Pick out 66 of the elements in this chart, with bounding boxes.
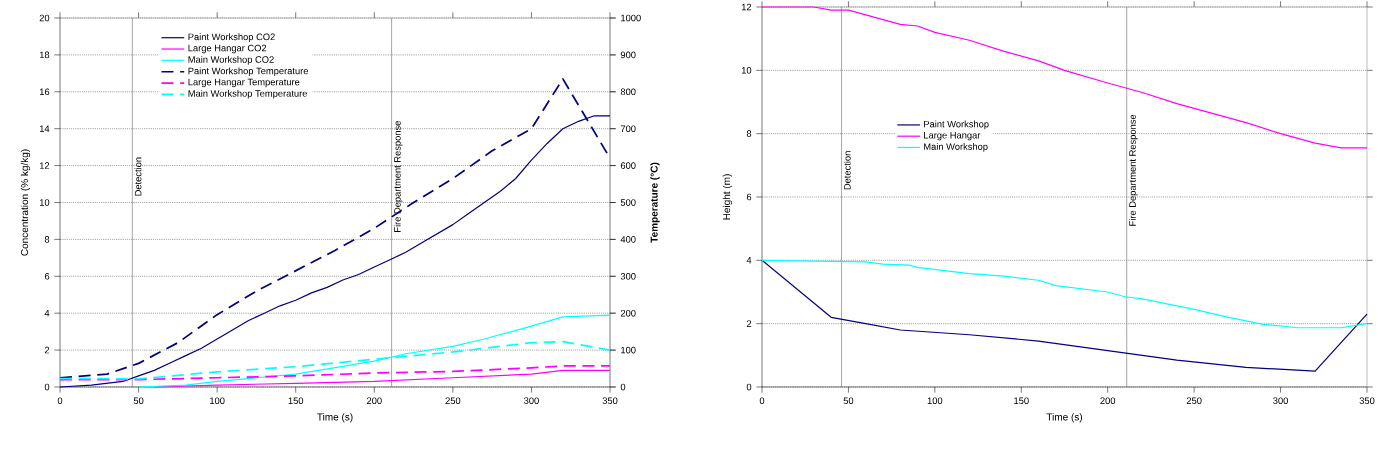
ref-line-label: Detection — [134, 157, 142, 196]
y-tick-label: 12 — [741, 3, 752, 11]
x-tick-label: 200 — [366, 397, 382, 404]
y2-tick-label: 600 — [620, 162, 636, 169]
y-tick-label: 10 — [39, 199, 50, 206]
x-tick-label: 50 — [133, 397, 144, 404]
y2-tick-label: 1000 — [621, 14, 641, 22]
y-tick-label: 12 — [39, 162, 50, 169]
y-tick-label: 8 — [746, 130, 752, 137]
y-tick-label: 4 — [746, 257, 752, 264]
x-axis-title: Time (s) — [317, 413, 353, 423]
x-tick-label: 300 — [1273, 397, 1288, 404]
y-tick-label: 10 — [741, 67, 752, 74]
y-tick-label: 20 — [39, 14, 50, 22]
y-tick-label: 4 — [44, 309, 50, 317]
legend-label: Paint Workshop Temperature — [188, 67, 309, 77]
line-series — [60, 365, 610, 381]
y-tick-label: 6 — [44, 273, 50, 280]
legend-label: Main Workshop CO2 — [188, 55, 274, 65]
legend-label: Main Workshop Temperature — [188, 89, 307, 99]
y2-axis-title: Temperature (°C) — [650, 162, 660, 243]
y2-tick-label: 500 — [620, 199, 636, 206]
legend-label: Large Hangar CO2 — [188, 44, 267, 54]
x-tick-label: 150 — [288, 397, 304, 404]
y-tick-label: 8 — [44, 236, 50, 243]
x-tick-label: 350 — [1359, 397, 1375, 404]
x-tick-label: 300 — [524, 397, 539, 404]
x-tick-label: 250 — [445, 397, 461, 404]
y2-tick-label: 700 — [620, 125, 636, 132]
x-tick-label: 0 — [57, 397, 63, 404]
y-tick-label: 2 — [746, 320, 752, 327]
y2-tick-label: 200 — [620, 309, 636, 317]
legend-label: Main Workshop — [924, 143, 988, 152]
y-tick-label: 0 — [44, 383, 50, 391]
y-tick-label: 0 — [746, 383, 752, 391]
y-tick-label: 18 — [39, 51, 50, 59]
line-series — [153, 369, 611, 388]
y-tick-label: 6 — [746, 193, 752, 201]
x-tick-label: 100 — [927, 397, 943, 404]
legend-label: Large Hangar Temperature — [188, 78, 300, 88]
legend-label: Large Hangar — [924, 131, 981, 141]
y2-tick-label: 800 — [620, 88, 636, 96]
legend-label: Paint Workshop — [924, 120, 989, 130]
legend-label: Paint Workshop CO2 — [188, 33, 275, 43]
x-tick-label: 50 — [843, 397, 854, 404]
y2-tick-label: 300 — [620, 273, 636, 280]
y2-tick-label: 0 — [620, 383, 626, 391]
y-tick-label: 16 — [39, 88, 50, 96]
x-tick-label: 350 — [602, 397, 618, 404]
y-tick-label: 14 — [39, 125, 50, 132]
y2-tick-label: 400 — [620, 236, 636, 243]
y-axis-title: Height (m) — [722, 174, 733, 220]
x-tick-label: 100 — [210, 397, 225, 404]
y2-tick-label: 100 — [621, 346, 636, 354]
x-tick-label: 150 — [1014, 397, 1029, 404]
x-tick-label: 0 — [759, 397, 765, 404]
x-tick-label: 250 — [1186, 397, 1202, 404]
ref-line-label: Fire Department Response — [393, 121, 403, 232]
y-tick-label: 2 — [44, 346, 50, 354]
y-axis-title: Concentration (% kg/kg) — [20, 149, 31, 256]
x-axis-title: Time (s) — [1046, 413, 1083, 423]
y2-tick-label: 900 — [620, 51, 636, 59]
ref-line-label: Detection — [843, 151, 851, 190]
line-series — [761, 259, 1368, 329]
ref-line-label: Fire Department Response — [1129, 114, 1138, 226]
x-tick-label: 200 — [1100, 397, 1116, 404]
